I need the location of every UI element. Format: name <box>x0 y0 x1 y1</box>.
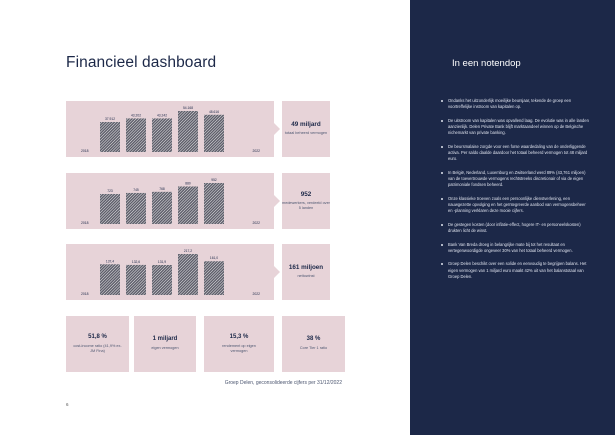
kpi-label: medewerkers, verdeeld over 5 landen <box>282 200 330 210</box>
bullet-item: In België, Nederland, Luxemburg en Zwits… <box>425 170 589 189</box>
bar-2021 <box>178 111 198 152</box>
bar-2021 <box>178 254 198 295</box>
kpi-value: 49 miljard <box>291 121 321 129</box>
data-label: 48.616 <box>209 110 219 114</box>
data-label: 952 <box>211 178 217 182</box>
chart-assets: 37.912 43.202 43.242 54.168 48.616 2018 2022 <box>81 106 260 153</box>
chart-pointer <box>274 266 280 278</box>
kpi-label: Core Tier 1 ratio <box>299 346 328 351</box>
bar-2020 <box>152 191 172 224</box>
kpi-value: 38 % <box>306 336 321 343</box>
bar-2021 <box>178 186 198 224</box>
bullet-item: Groep Delen beschikt over een solide en … <box>425 261 589 280</box>
axis-end-label: 2022 <box>252 149 260 153</box>
bullet-item: Ondanks het uitzonderlijk moeilijke beur… <box>425 98 589 111</box>
page-number: 6 <box>66 402 69 407</box>
chart-card-net-profit: 137,4 132,6 131,9 217,2 161,0 2018 2022 <box>66 244 274 300</box>
axis-start-label: 2018 <box>81 149 89 153</box>
kpi-label: totaal beheerd vermogen <box>284 131 328 136</box>
chart-employees: 723 745 768 880 952 2018 2022 <box>81 178 260 225</box>
bar-2018 <box>100 194 120 224</box>
data-label: 132,6 <box>132 260 140 264</box>
kpi-label: rendement op eigen vermogen <box>222 343 256 353</box>
data-label: 131,9 <box>158 260 166 264</box>
chart-pointer <box>274 195 280 207</box>
kpi-card-employees: 952 medewerkers, verdeeld over 5 landen <box>282 173 330 229</box>
sidebar-bullet-list: Ondanks het uitzonderlijk moeilijke beur… <box>425 98 589 287</box>
bar-2022 <box>204 261 224 295</box>
kpi-card-roe: 15,3 % rendement op eigen vermogen <box>204 316 274 372</box>
data-label: 137,4 <box>106 259 114 263</box>
data-label: 745 <box>133 188 139 192</box>
bullet-item: De gestegen kosten (door inflatie-effect… <box>425 222 589 235</box>
data-label: 43.202 <box>131 113 141 117</box>
kpi-value: 1 miljard <box>152 336 178 343</box>
kpi-label: nettowinst <box>297 274 315 279</box>
data-label: 54.168 <box>183 106 193 110</box>
kpi-label: eigen vermogen <box>151 346 179 351</box>
axis-start-label: 2018 <box>81 221 89 225</box>
bullet-item: De beursmalaise zorgde voor een forse wa… <box>425 144 589 163</box>
kpi-label: cost-income ratio (41,9% ex-JM Fina) <box>73 343 122 353</box>
source-note: Groep Delen, geconsolideerde cijfers per… <box>224 380 342 386</box>
chart-net-profit: 137,4 132,6 131,9 217,2 161,0 2018 2022 <box>81 249 260 296</box>
page-title: Financieel dashboard <box>66 54 217 71</box>
bar-2018 <box>100 122 120 152</box>
data-label: 217,2 <box>184 249 192 253</box>
kpi-card-core-tier: 38 % Core Tier 1 ratio <box>282 316 345 372</box>
main-page: Financieel dashboard 37.912 43.202 43.242 5… <box>66 54 345 407</box>
bar-2022 <box>204 183 224 224</box>
bullet-item: Bank Van Breda droeg in belangrijke mate… <box>425 242 589 255</box>
chart-pointer <box>274 123 280 135</box>
data-label: 880 <box>185 181 191 185</box>
sidebar-title: In een notendop <box>452 58 521 69</box>
bar-2019 <box>126 192 146 224</box>
kpi-value: 51,8 % <box>88 333 107 340</box>
kpi-card-equity: 1 miljard eigen vermogen <box>134 316 196 372</box>
bullet-item: Onze klassieke troeven zoals een persoon… <box>425 196 589 215</box>
data-label: 37.912 <box>105 117 115 121</box>
bar-2018 <box>100 264 120 295</box>
data-label: 161,0 <box>210 256 218 260</box>
data-label: 43.242 <box>157 113 167 117</box>
axis-end-label: 2022 <box>252 292 260 296</box>
bullet-item: De uitstroom van kapitalen was opvallend… <box>425 118 589 137</box>
kpi-card-net-profit: 161 miljoen nettowinst <box>282 244 330 300</box>
kpi-value: 952 <box>300 190 312 198</box>
chart-card-employees: 723 745 768 880 952 2018 2022 <box>66 173 274 229</box>
kpi-value: 161 miljoen <box>288 264 324 272</box>
chart-card-assets: 37.912 43.202 43.242 54.168 48.616 2018 2022 <box>66 101 274 157</box>
kpi-card-cost-income: 51,8 % cost-income ratio (41,9% ex-JM Fi… <box>66 316 129 372</box>
bar-2020 <box>152 265 172 295</box>
kpi-value: 15,3 % <box>229 333 249 340</box>
bar-2022 <box>204 114 224 152</box>
data-label: 768 <box>159 187 165 191</box>
axis-end-label: 2022 <box>252 221 260 225</box>
sidebar-panel <box>410 0 615 435</box>
bar-2019 <box>126 264 146 295</box>
axis-start-label: 2018 <box>81 292 89 296</box>
bar-2020 <box>152 118 172 152</box>
data-label: 723 <box>107 189 113 193</box>
bar-2019 <box>126 118 146 152</box>
kpi-card-assets: 49 miljard totaal beheerd vermogen <box>282 101 330 157</box>
